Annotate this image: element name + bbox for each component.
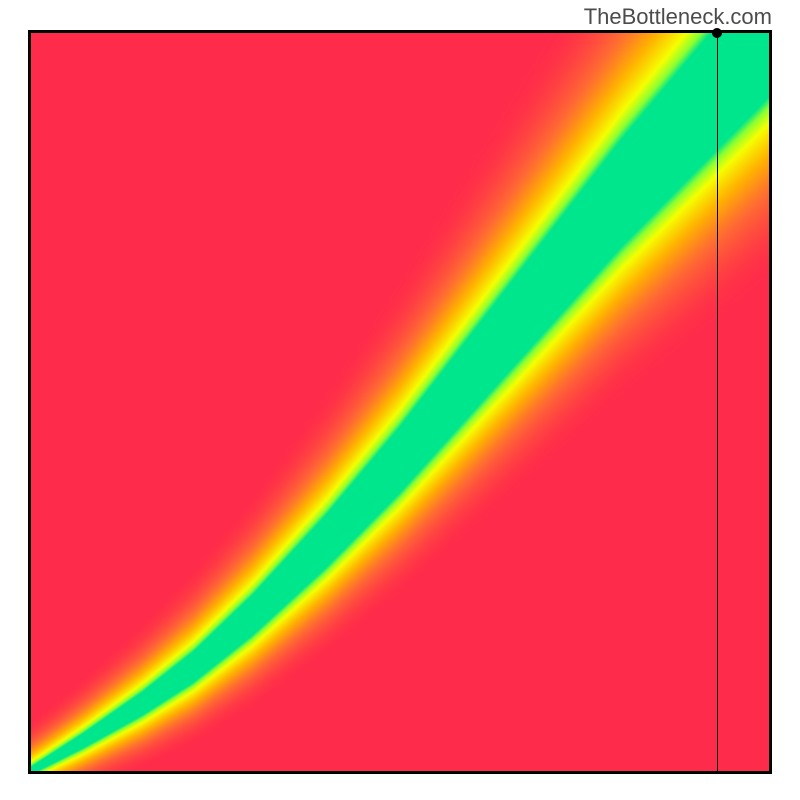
plot-frame — [28, 30, 772, 774]
watermark-text: TheBottleneck.com — [584, 4, 772, 30]
heatmap-canvas — [31, 33, 769, 771]
vertical-reference-line — [717, 33, 718, 771]
